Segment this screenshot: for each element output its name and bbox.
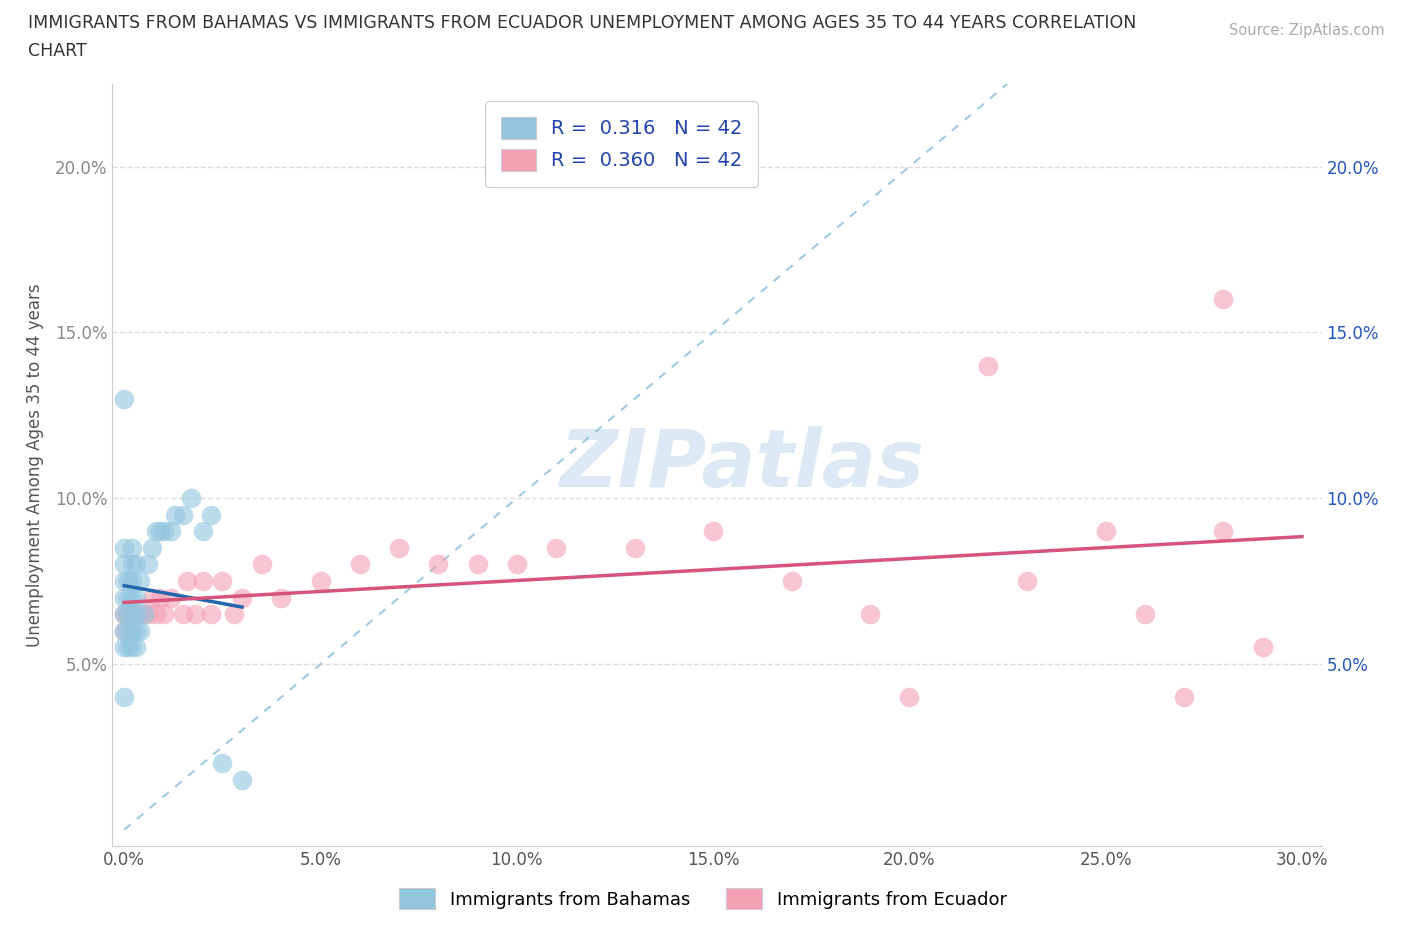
Point (112, 690, 135, 705)
Point (121, 574, 143, 589)
Point (702, 524, 724, 538)
Point (125, 640, 148, 655)
Point (172, 507, 194, 522)
Point (780, 574, 803, 589)
Point (1017, 574, 1039, 589)
Point (977, 358, 1000, 373)
Point (231, 773, 253, 788)
Text: ZIPatlas: ZIPatlas (558, 426, 924, 504)
Point (898, 690, 921, 705)
Point (121, 540, 143, 555)
Point (427, 557, 450, 572)
Point (125, 606, 148, 621)
Point (152, 606, 174, 621)
Point (200, 606, 222, 621)
Point (388, 540, 411, 555)
Point (112, 557, 135, 572)
Point (1212, 524, 1234, 538)
Text: IMMIGRANTS FROM BAHAMAS VS IMMIGRANTS FROM ECUADOR UNEMPLOYMENT AMONG AGES 35 TO: IMMIGRANTS FROM BAHAMAS VS IMMIGRANTS FR… (28, 14, 1136, 32)
Point (191, 524, 214, 538)
Point (132, 606, 155, 621)
Point (1212, 292, 1234, 307)
Point (112, 623, 135, 638)
Point (180, 491, 202, 506)
Point (270, 591, 292, 605)
Point (467, 557, 489, 572)
Point (176, 574, 198, 589)
Point (145, 606, 167, 621)
Point (117, 606, 139, 621)
Point (165, 507, 187, 522)
Point (121, 606, 143, 621)
Point (117, 591, 139, 605)
Point (160, 591, 183, 605)
Point (1094, 524, 1116, 538)
Point (117, 574, 139, 589)
Point (112, 392, 135, 406)
Point (129, 623, 152, 638)
Point (149, 591, 172, 605)
Point (117, 606, 139, 621)
Point (117, 623, 139, 638)
Text: CHART: CHART (28, 42, 87, 60)
Point (200, 507, 222, 522)
Point (1251, 640, 1274, 655)
Point (129, 574, 152, 589)
Point (231, 591, 253, 605)
Point (121, 591, 143, 605)
Point (349, 557, 371, 572)
Point (121, 606, 143, 621)
Point (141, 540, 163, 555)
Point (224, 606, 246, 621)
Point (112, 606, 135, 621)
Point (112, 574, 135, 589)
Point (546, 540, 568, 555)
Legend: R =  0.316   N = 42, R =  0.360   N = 42: R = 0.316 N = 42, R = 0.360 N = 42 (485, 101, 758, 187)
Point (125, 557, 148, 572)
Legend: Immigrants from Bahamas, Immigrants from Ecuador: Immigrants from Bahamas, Immigrants from… (392, 881, 1014, 916)
Point (184, 606, 207, 621)
Point (112, 606, 135, 621)
Point (1173, 690, 1195, 705)
Point (136, 606, 159, 621)
Point (211, 756, 233, 771)
Point (141, 591, 163, 605)
Point (125, 623, 148, 638)
Point (160, 524, 183, 538)
Point (136, 557, 159, 572)
Point (132, 606, 155, 621)
Point (145, 524, 167, 538)
Point (149, 524, 172, 538)
Point (859, 606, 882, 621)
Point (125, 606, 148, 621)
Point (112, 540, 135, 555)
Point (121, 640, 143, 655)
Point (506, 557, 529, 572)
Point (623, 540, 645, 555)
Point (191, 574, 214, 589)
Point (125, 591, 148, 605)
Point (309, 574, 332, 589)
Point (211, 574, 233, 589)
Text: Source: ZipAtlas.com: Source: ZipAtlas.com (1229, 23, 1385, 38)
Point (112, 640, 135, 655)
Point (117, 640, 139, 655)
Point (112, 591, 135, 605)
Y-axis label: Unemployment Among Ages 35 to 44 years: Unemployment Among Ages 35 to 44 years (25, 284, 44, 646)
Point (172, 606, 194, 621)
Point (112, 623, 135, 638)
Point (121, 557, 143, 572)
Point (250, 557, 273, 572)
Point (152, 524, 174, 538)
Point (121, 623, 143, 638)
Point (1133, 606, 1156, 621)
